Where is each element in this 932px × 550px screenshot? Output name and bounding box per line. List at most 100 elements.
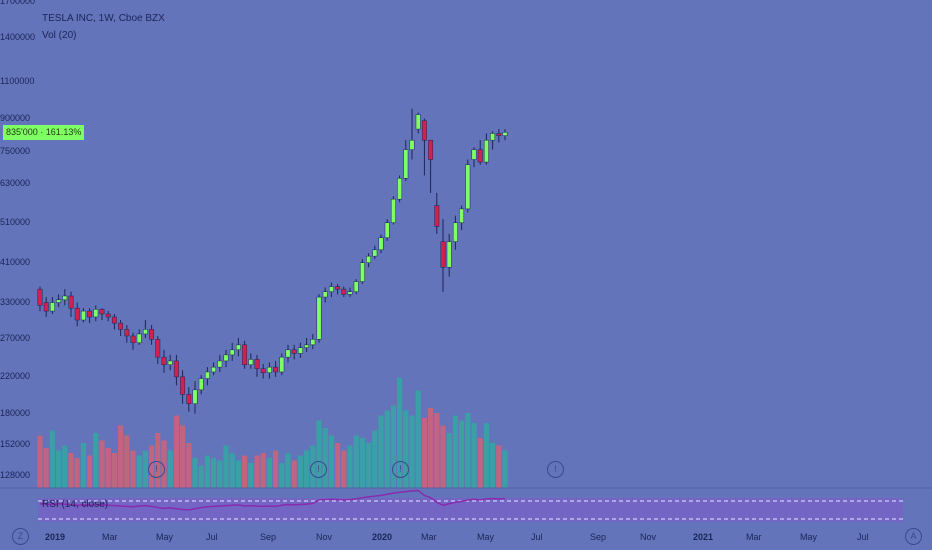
price-axis-label: 510000	[0, 216, 31, 227]
candle-body	[359, 262, 365, 282]
volume-bar	[254, 455, 260, 488]
volume-bar	[167, 450, 173, 488]
volume-bar	[446, 433, 452, 488]
candle-body	[43, 302, 49, 312]
candle-body	[254, 359, 260, 369]
candle-body	[124, 329, 130, 337]
event-marker-icon[interactable]: !	[148, 461, 165, 478]
rsi-line	[39, 489, 506, 511]
auto-scale-icon[interactable]: A	[905, 528, 922, 545]
price-axis-label: 900000	[0, 112, 31, 123]
volume-bar	[328, 435, 334, 488]
time-axis-label: May	[156, 532, 174, 542]
volume-bar	[471, 423, 477, 488]
candle-body	[341, 288, 347, 295]
volume-bar	[87, 455, 93, 488]
volume-bar	[409, 415, 415, 488]
candle-body	[266, 366, 272, 374]
volume-bar	[434, 413, 440, 488]
volume-bar	[198, 465, 204, 488]
candle-body	[37, 288, 43, 306]
candle-body	[397, 178, 403, 200]
event-marker-icon[interactable]: !	[392, 461, 409, 478]
candle-body	[310, 339, 316, 346]
volume-bar	[111, 453, 117, 488]
candle-body	[366, 255, 372, 263]
candle-body	[452, 222, 458, 242]
volume-bar	[440, 425, 446, 488]
rsi-band	[38, 498, 903, 522]
candle-body	[378, 237, 384, 251]
candle-body	[465, 164, 471, 210]
volume-bar	[421, 418, 427, 488]
candle-body	[180, 376, 186, 395]
volume-bar	[415, 390, 421, 488]
volume-bar	[80, 443, 86, 488]
volume-bar	[490, 443, 496, 488]
candle-body	[229, 349, 235, 356]
volume-bar	[242, 455, 248, 488]
volume-bar	[403, 410, 409, 488]
volume-bar	[43, 448, 49, 488]
candle-body	[279, 356, 285, 373]
volume-series	[37, 378, 508, 488]
current-price: 835'000	[6, 127, 38, 137]
candle-body	[149, 329, 155, 340]
event-marker-icon[interactable]: !	[310, 461, 327, 478]
candle-body	[471, 149, 477, 160]
candle-body	[167, 360, 173, 366]
candle-body	[74, 307, 80, 321]
candle-body	[118, 322, 124, 330]
candle-body	[322, 291, 328, 298]
volume-bar	[105, 448, 111, 488]
brand-logo-icon[interactable]: Z	[12, 528, 29, 545]
candle-body	[328, 286, 334, 293]
volume-bar	[99, 440, 105, 488]
time-axis-label: May	[477, 532, 495, 542]
volume-bar	[465, 413, 471, 488]
candle-body	[173, 360, 179, 378]
volume-bar	[359, 438, 365, 488]
candle-body	[291, 349, 297, 354]
candle-body	[297, 347, 303, 354]
volume-bar	[68, 453, 74, 488]
symbol-title: TESLA INC, 1W, Cboe BZX	[42, 13, 165, 24]
volume-bar	[223, 445, 229, 488]
time-axis-label: Mar	[102, 532, 118, 542]
candle-body	[409, 139, 415, 150]
volume-bar	[304, 450, 310, 488]
volume-bar	[173, 415, 179, 488]
time-axis-label: Nov	[316, 532, 333, 542]
price-change-badge: 835'000 · 161.13%	[3, 125, 85, 140]
candle-body	[68, 295, 74, 309]
candle-body	[111, 316, 117, 324]
time-axis-label: 2020	[372, 532, 393, 542]
volume-bar	[372, 430, 378, 488]
candle-body	[235, 344, 241, 351]
volume-bar	[260, 453, 266, 488]
price-axis-label: 330000	[0, 296, 31, 307]
candle-body	[502, 132, 508, 136]
price-axis-label: 630000	[0, 177, 31, 188]
time-axis-label: May	[800, 532, 818, 542]
candle-body	[80, 310, 86, 321]
volume-bar	[62, 445, 68, 488]
volume-bar	[142, 450, 148, 488]
candle-body	[273, 366, 279, 373]
event-marker-icon[interactable]: !	[547, 461, 564, 478]
price-axis-label: 128000	[0, 470, 31, 481]
volume-bar	[266, 458, 272, 488]
candle-body	[217, 360, 223, 368]
price-axis-label: 1700000	[0, 0, 36, 6]
candle-body	[285, 349, 291, 358]
volume-bar	[322, 428, 328, 488]
price-change: 161.13%	[45, 127, 82, 137]
candle-body	[136, 333, 142, 344]
volume-bar	[428, 408, 434, 488]
time-axis-label: Sep	[590, 532, 607, 542]
volume-bar	[118, 425, 124, 488]
volume-bar	[384, 410, 390, 488]
candle-body	[384, 222, 390, 238]
